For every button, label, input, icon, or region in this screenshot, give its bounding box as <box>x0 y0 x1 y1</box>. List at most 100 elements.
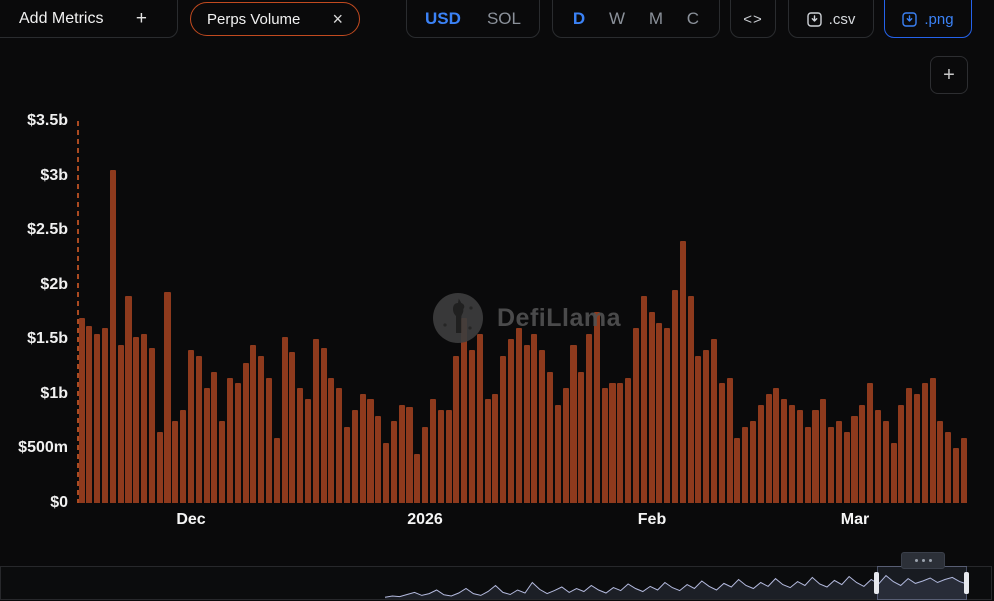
bar[interactable] <box>422 426 429 503</box>
currency-option-usd[interactable]: USD <box>425 9 461 28</box>
bar[interactable] <box>172 421 179 503</box>
bar[interactable] <box>640 295 647 503</box>
bar[interactable] <box>507 339 515 503</box>
bar[interactable] <box>750 421 757 503</box>
interval-option-monthly[interactable]: M <box>648 9 663 28</box>
bar[interactable] <box>554 404 561 503</box>
bar[interactable] <box>734 437 741 503</box>
embed-button[interactable]: <> <box>730 0 776 38</box>
bar[interactable] <box>523 344 530 503</box>
bar[interactable] <box>898 404 905 503</box>
bar[interactable] <box>383 443 390 503</box>
bar[interactable] <box>656 322 663 503</box>
bar[interactable] <box>312 339 319 503</box>
bar[interactable] <box>781 399 788 503</box>
bar[interactable] <box>671 290 678 503</box>
bar[interactable] <box>320 348 327 503</box>
bar[interactable] <box>453 355 460 503</box>
bar[interactable] <box>500 355 507 503</box>
bar[interactable] <box>593 312 600 503</box>
bar[interactable] <box>289 352 296 503</box>
bar[interactable] <box>375 415 382 503</box>
bar[interactable] <box>78 317 85 503</box>
download-png-button[interactable]: .png <box>884 0 972 38</box>
bar[interactable] <box>703 350 710 503</box>
bar[interactable] <box>187 350 194 503</box>
bar[interactable] <box>211 372 218 503</box>
bar[interactable] <box>890 443 897 503</box>
bar[interactable] <box>952 448 960 503</box>
bar[interactable] <box>164 292 171 503</box>
bar[interactable] <box>429 399 436 503</box>
bar[interactable] <box>570 344 577 503</box>
bar[interactable] <box>359 393 366 503</box>
bar[interactable] <box>960 437 967 503</box>
bar[interactable] <box>843 432 850 503</box>
currency-option-sol[interactable]: SOL <box>486 9 521 28</box>
bar[interactable] <box>804 426 811 503</box>
bar[interactable] <box>281 337 288 503</box>
bar[interactable] <box>94 333 101 503</box>
bar[interactable] <box>414 453 421 503</box>
bar[interactable] <box>351 410 358 503</box>
interval-option-cumulative[interactable]: C <box>686 9 700 28</box>
add-metrics-button[interactable]: Add Metrics + <box>0 0 178 38</box>
bar[interactable] <box>789 404 796 503</box>
bar[interactable] <box>726 377 733 503</box>
bar[interactable] <box>625 377 632 503</box>
bar[interactable] <box>125 295 132 503</box>
bar[interactable] <box>492 393 499 503</box>
bar[interactable] <box>773 388 780 503</box>
bar[interactable] <box>874 410 881 503</box>
bar[interactable] <box>437 410 444 503</box>
close-icon[interactable]: × <box>332 9 343 29</box>
bar[interactable] <box>679 241 686 503</box>
bar[interactable] <box>398 404 405 503</box>
bar[interactable] <box>406 407 413 503</box>
bar[interactable] <box>578 372 585 503</box>
bar[interactable] <box>336 388 343 503</box>
bar[interactable] <box>664 328 671 503</box>
bar[interactable] <box>531 333 538 503</box>
bar[interactable] <box>882 421 889 503</box>
bar[interactable] <box>445 410 452 503</box>
metric-pill-perps-volume[interactable]: Perps Volume × <box>190 2 360 36</box>
bar[interactable] <box>632 328 639 503</box>
bar[interactable] <box>367 399 374 503</box>
bar[interactable] <box>539 350 546 503</box>
bar[interactable] <box>156 432 163 503</box>
bar[interactable] <box>710 339 718 503</box>
bar[interactable] <box>929 377 936 503</box>
bar[interactable] <box>586 333 593 503</box>
bar[interactable] <box>867 382 874 503</box>
bar[interactable] <box>718 382 725 503</box>
bar[interactable] <box>913 393 921 503</box>
bar[interactable] <box>242 363 249 503</box>
bar[interactable] <box>601 388 608 503</box>
bar[interactable] <box>141 333 148 503</box>
bar[interactable] <box>906 388 913 503</box>
interval-option-daily[interactable]: D <box>572 9 586 28</box>
bar[interactable] <box>250 344 257 503</box>
bar[interactable] <box>148 348 155 503</box>
bar[interactable] <box>461 317 468 503</box>
bar[interactable] <box>484 399 491 503</box>
bar[interactable] <box>109 170 116 503</box>
bar[interactable] <box>102 328 109 503</box>
bar[interactable] <box>117 344 124 503</box>
brush-handle-right[interactable] <box>964 572 969 594</box>
plot-area[interactable] <box>78 121 968 503</box>
bar[interactable] <box>86 326 93 503</box>
bar[interactable] <box>258 355 265 503</box>
bar[interactable] <box>515 328 522 503</box>
bar[interactable] <box>937 421 944 503</box>
bar[interactable] <box>180 410 187 503</box>
bar[interactable] <box>921 382 928 503</box>
brush-selection-window[interactable] <box>877 566 967 600</box>
bar[interactable] <box>851 415 858 503</box>
bar[interactable] <box>133 337 140 503</box>
bar[interactable] <box>273 437 280 503</box>
bar[interactable] <box>562 388 569 503</box>
bar[interactable] <box>344 426 351 503</box>
brush-handle-left[interactable] <box>874 572 879 594</box>
